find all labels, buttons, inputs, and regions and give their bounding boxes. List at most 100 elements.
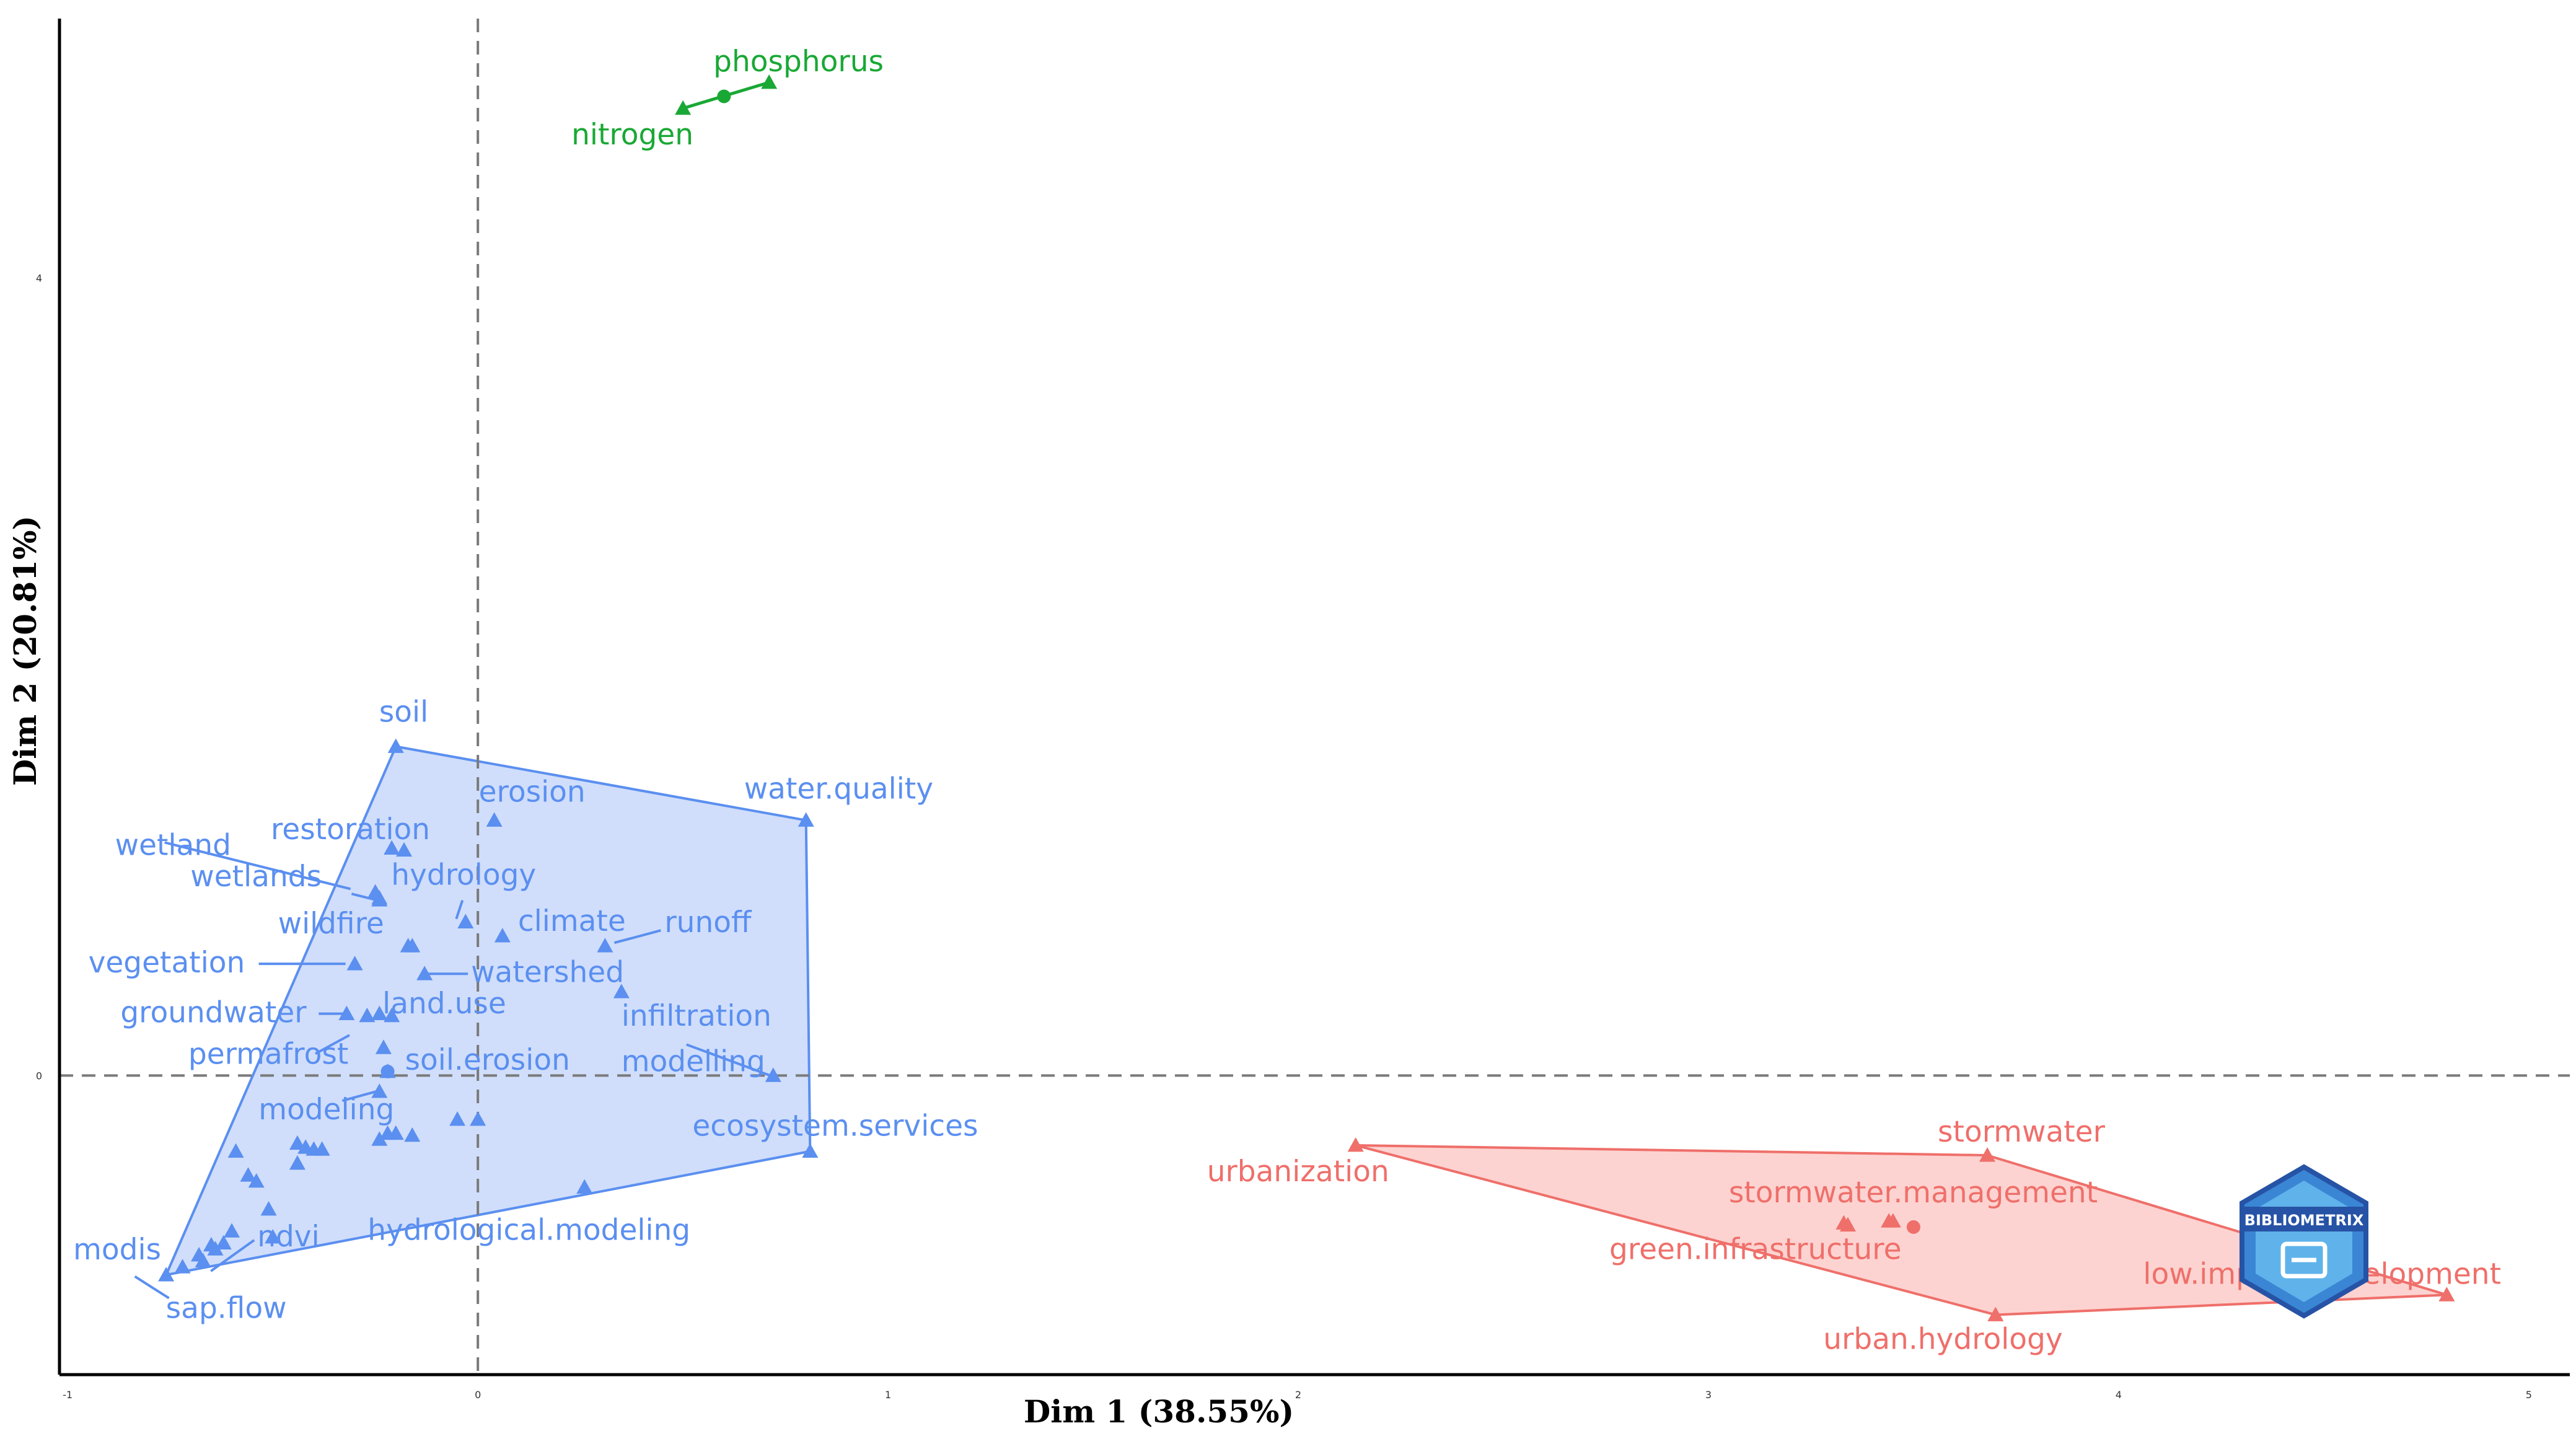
point-modeling [371, 1083, 388, 1098]
point-groundwater [338, 1005, 355, 1021]
plot-area: soil water.quality ecosystem.services modis… [59, 19, 2570, 1375]
point-land-use [384, 1007, 400, 1023]
label-watershed: watershed [471, 955, 624, 989]
point-urban-hydrology [1987, 1306, 2004, 1321]
cluster-1-point [387, 1125, 404, 1140]
label-land-use: land.use [382, 987, 506, 1021]
point-ecosystem-services [802, 1143, 819, 1158]
point-modis [158, 1267, 175, 1282]
cluster-1-point [224, 1223, 240, 1238]
point-hydrology [457, 914, 474, 928]
point-stormwater [1979, 1147, 1996, 1162]
point-erosion [486, 812, 503, 827]
x-tick-label: 3 [1705, 1389, 1712, 1401]
point-green-infrastructure [1840, 1217, 1857, 1232]
cluster-2-center [1906, 1220, 1920, 1234]
label-permafrost: permafrost [188, 1037, 348, 1071]
label-connector [164, 841, 351, 891]
point-soil [387, 738, 404, 753]
point-soil-erosion [379, 1063, 396, 1078]
label-connector [134, 1275, 170, 1300]
label-soil-erosion: soil.erosion [405, 1043, 570, 1077]
svg-text:BIBLIOMETRIX: BIBLIOMETRIX [2244, 1212, 2364, 1229]
point-water-quality [798, 812, 814, 827]
cluster-1-point [215, 1235, 232, 1250]
point-phosphorus [761, 74, 778, 89]
point-wildfire [400, 938, 416, 953]
point-runoff [597, 938, 613, 953]
label-connector [686, 1043, 771, 1077]
point-hydrological-modeling [576, 1179, 593, 1194]
label-modelling: modelling [622, 1044, 765, 1078]
y-tick-label: 4 [36, 272, 42, 284]
cluster-1-point [248, 1173, 265, 1188]
label-nitrogen: nitrogen [571, 118, 693, 152]
point-nitrogen [675, 100, 692, 115]
point-urbanization [1347, 1137, 1364, 1152]
cluster-1-point [240, 1167, 257, 1182]
label-connector [455, 899, 464, 920]
label-connector [613, 929, 661, 945]
cluster-1-point [359, 1007, 376, 1023]
x-tick-label: 2 [1295, 1389, 1301, 1401]
label-connector [341, 1090, 377, 1103]
label-runoff: runoff [664, 905, 752, 940]
point-modelling [765, 1067, 781, 1082]
label-phosphorus: phosphorus [713, 45, 884, 79]
cluster-1-point [384, 840, 400, 855]
x-tick-label: 5 [2526, 1389, 2532, 1401]
axis-ticks: -1 0 1 2 3 4 5 0 4 [36, 272, 2532, 1401]
y-axis-title: Dim 2 (20.81%) [7, 516, 43, 786]
label-wetland: wetland [115, 828, 231, 862]
x-axis-title: Dim 1 (38.55%) [1024, 1393, 1294, 1430]
label-vegetation: vegetation [89, 946, 245, 980]
label-soil: soil [379, 695, 428, 729]
label-water-quality: water.quality [744, 772, 933, 806]
cluster-3-center [717, 89, 731, 104]
cluster-1-point [174, 1259, 191, 1274]
cluster-1-point [260, 1200, 277, 1216]
label-erosion: erosion [479, 775, 586, 809]
label-groundwater: groundwater [120, 996, 307, 1030]
cluster-1-point [289, 1135, 306, 1150]
label-modeling: modeling [258, 1093, 394, 1127]
x-tick-label: 0 [475, 1389, 481, 1401]
cluster-1-point [404, 1127, 421, 1142]
label-connector [314, 1034, 350, 1055]
label-wetlands: wetlands [190, 860, 322, 894]
y-tick-label: 0 [36, 1070, 42, 1081]
point-sap-flow [195, 1253, 211, 1267]
point-permafrost [375, 1039, 392, 1054]
label-connector [210, 1239, 255, 1272]
bibliometrix-logo: BIBLIOMETRIX [2240, 1164, 2368, 1319]
point-ndvi [265, 1228, 281, 1244]
cluster-1-point [314, 1141, 330, 1156]
label-stormwater: stormwater [1938, 1115, 2106, 1149]
label-restoration: restoration [271, 813, 430, 847]
point-restoration [396, 842, 413, 857]
x-tick-label: -1 [63, 1389, 73, 1401]
label-hydrological-modeling: hydrological.modeling [367, 1214, 690, 1248]
cluster-1-point [227, 1143, 244, 1158]
point-infiltration [613, 984, 630, 998]
label-infiltration: infiltration [622, 999, 771, 1033]
label-sap-flow: sap.flow [166, 1292, 287, 1326]
label-wildfire: wildfire [278, 907, 384, 941]
label-ndvi: ndvi [257, 1220, 320, 1254]
point-low-impact-development [2438, 1287, 2455, 1302]
cluster-1-point [289, 1155, 306, 1170]
label-climate: climate [518, 904, 626, 938]
label-ecosystem-services: ecosystem.services [692, 1109, 978, 1143]
point-wetlands [371, 892, 388, 907]
label-connector [351, 892, 377, 902]
point-stormwater-management [1884, 1213, 1901, 1228]
point-vegetation [346, 956, 363, 971]
label-stormwater-management: stormwater.management [1729, 1176, 2098, 1210]
label-green-infrastructure: green.infrastructure [1609, 1233, 1902, 1267]
cluster-1-point [203, 1236, 219, 1252]
label-modis: modis [73, 1233, 161, 1267]
label-urban-hydrology: urban.hydrology [1823, 1322, 2062, 1356]
cluster-1-point [470, 1111, 486, 1126]
x-tick-label: 1 [885, 1389, 891, 1401]
